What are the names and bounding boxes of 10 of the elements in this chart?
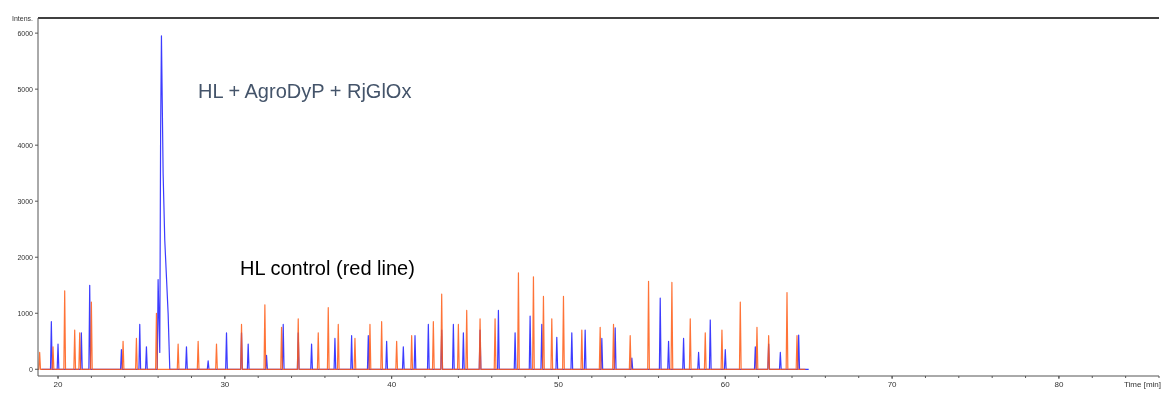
x-tick-label: 50 [554,380,564,389]
x-tick-label: 40 [387,380,397,389]
x-tick-label: 20 [53,380,64,389]
x-axis-title: Time [min] [1123,380,1161,389]
annotation: HL + AgroDyP + RjGlOx [198,80,412,102]
x-tick-label: 30 [220,380,230,389]
x-tick-label: 70 [887,380,898,389]
x-tick-label: 80 [1054,380,1064,389]
annotation: HL control (red line) [240,257,415,279]
x-tick-label: 60 [720,380,731,389]
